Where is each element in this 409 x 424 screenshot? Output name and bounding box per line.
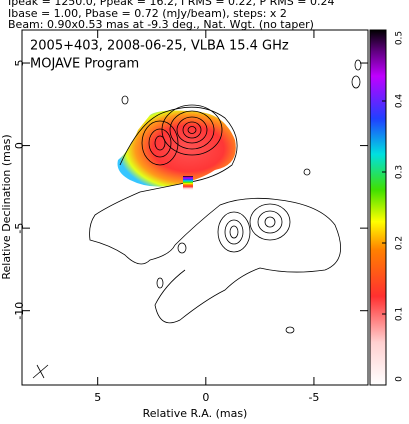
contour [187,126,197,134]
contour [217,211,251,253]
contour [354,59,362,71]
colorbar [369,29,387,386]
contour [141,120,179,166]
contour [169,110,215,150]
contour [148,128,172,158]
contour [154,197,342,324]
x-tick-label: 0 [202,391,209,404]
contour [154,135,166,151]
contour [156,277,164,289]
annotation: MOJAVE Program [30,57,139,72]
polarization-fill [117,110,236,187]
colorbar-tick-label: 0.3 [395,165,405,179]
header-line: Ibase = 1.00, Pbase = 0.72 (mJy/beam), s… [8,7,287,20]
contour [285,326,295,334]
colorbar-tick-label: 0 [395,376,405,382]
colorbar-tick-label: 0.2 [395,236,405,250]
contour [177,242,187,254]
beam [32,364,49,379]
contour [161,104,223,156]
contour [121,95,129,105]
contour [303,168,311,176]
contour [182,121,202,139]
y-axis-label: Relative Declination (mas) [0,134,13,279]
contour [229,225,239,239]
y-tick-label: -5 [13,223,26,234]
contour [89,106,238,265]
x-tick-label: -5 [308,391,319,404]
contour [351,75,361,89]
x-axis-label: Relative R.A. (mas) [143,407,248,420]
y-tick-label: 5 [13,60,26,67]
contour [249,203,291,241]
polarization-fill [183,176,193,190]
header-line: Ipeak = 1250.0, Ppeak = 16.2, I RMS = 0.… [8,0,335,8]
y-tick-label: -10 [13,302,26,320]
plot-frame [21,29,369,386]
y-tick-label: 0 [13,142,26,149]
header-line: Beam: 0.90x0.53 mas at -9.3 deg., Nat. W… [8,18,314,31]
contour [264,216,276,228]
contour-map [32,59,362,379]
colorbar-tick-label: 0.1 [395,307,405,321]
contour [257,210,283,234]
contour [176,116,208,144]
colorbar-tick-label: 0.4 [395,94,405,109]
colorbar-tick-label: 0.5 [395,31,405,45]
contour [224,219,244,245]
x-tick-label: 5 [94,391,101,404]
annotation: 2005+403, 2008-06-25, VLBA 15.4 GHz [30,39,289,54]
